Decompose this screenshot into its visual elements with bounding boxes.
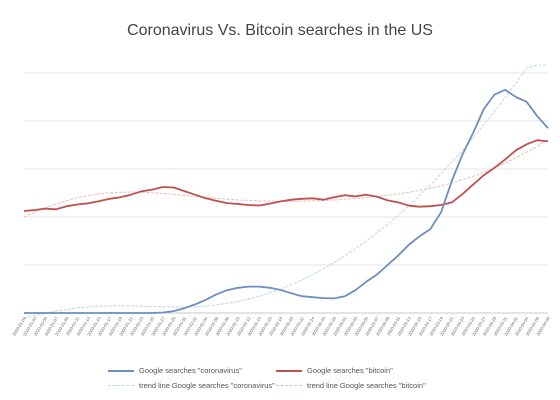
legend-label-bitcoin: Google searches "bitcoin" bbox=[307, 366, 393, 375]
legend-swatch-coronavirus bbox=[108, 369, 134, 372]
legend-label-trend-coronavirus: trend line Google searches "coronavirus" bbox=[139, 381, 275, 390]
trend-line-coronavirus bbox=[23, 64, 548, 319]
legend-label-trend-bitcoin: trend line Google searches "bitcoin" bbox=[307, 381, 426, 390]
x-tick-labels: 2020-01-012020-01-032020-01-052020-01-07… bbox=[11, 315, 551, 336]
legend-swatch-bitcoin bbox=[276, 369, 302, 372]
series-line-coronavirus bbox=[24, 88, 549, 314]
legend-item-trend-bitcoin: trend line Google searches "bitcoin" bbox=[276, 381, 426, 390]
legend-item-coronavirus: Google searches "coronavirus" bbox=[108, 366, 242, 375]
legend-swatch-trend-coronavirus bbox=[108, 385, 134, 386]
series-line-bitcoin bbox=[23, 139, 549, 212]
trend-line-bitcoin bbox=[23, 139, 549, 218]
series-lines bbox=[23, 64, 549, 319]
legend-label-coronavirus: Google searches "coronavirus" bbox=[139, 366, 242, 375]
gridlines bbox=[24, 72, 548, 314]
legend-item-bitcoin: Google searches "bitcoin" bbox=[276, 366, 393, 375]
legend-item-trend-coronavirus: trend line Google searches "coronavirus" bbox=[108, 381, 275, 390]
chart-title: Coronavirus Vs. Bitcoin searches in the … bbox=[127, 22, 433, 39]
legend-swatch-trend-bitcoin bbox=[276, 385, 302, 386]
